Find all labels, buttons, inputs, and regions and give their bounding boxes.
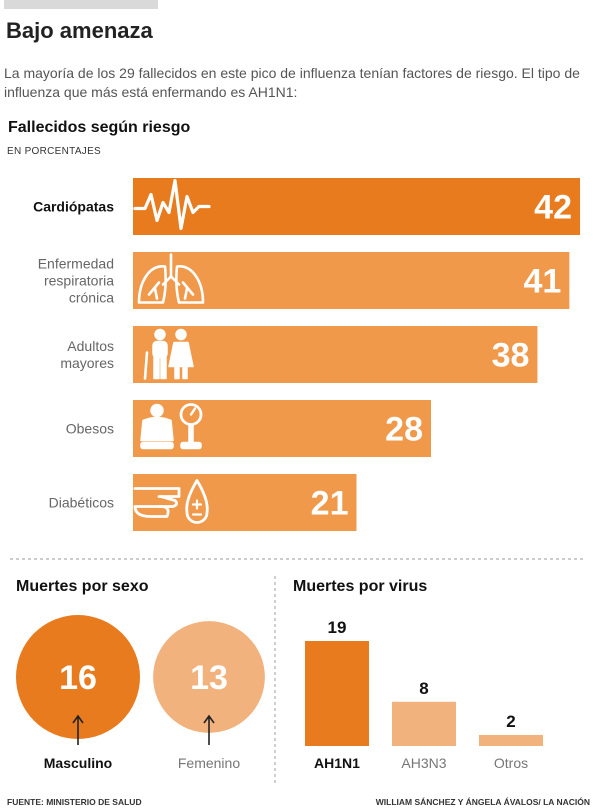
page-title: Bajo amenaza [6,18,153,43]
sex-bubble-masculino: 16 Masculino [16,615,140,771]
lungs-icon [137,253,205,304]
risk-bar-rect [133,474,357,531]
sex-bubble-label: Femenino [178,755,240,771]
virus-bar-chart: 19 AH1N1 8 AH3N3 2 Otros [305,618,543,771]
risk-bar-label: Adultos mayores [60,338,114,371]
intro-text: La mayoría de los 29 fallecidos en este … [4,65,580,100]
scale-icon [140,403,203,450]
risk-bar-value: 41 [524,263,562,301]
risk-bar-chart: 42 Cardiópatas 41 Enfermedad respiratoria cró… [33,178,580,531]
virus-bar-label: AH1N1 [314,755,360,771]
source-note: FUENTE: MINISTERIO DE SALUD [7,797,142,807]
risk-bar-3: 38 Adultos mayores [60,326,538,383]
elderly-couple-icon [143,328,194,380]
sex-bubble-chart: 16 Masculino 13 Femenino [16,615,265,771]
sex-bubble-value: 16 [59,659,97,697]
sex-bubble-circle [16,615,140,739]
sex-bubble-circle [153,621,265,733]
risk-bar-value: 42 [534,189,572,227]
risk-chart-units: EN PORCENTAJES [7,146,102,157]
arrow-up-icon [203,714,215,745]
sex-bubble-label: Masculino [44,755,112,771]
heartbeat-icon [133,178,211,231]
risk-bar-5: 21 Diabéticos [49,474,357,531]
risk-bar-label: Diabéticos [49,495,114,511]
virus-bar-value: 8 [419,679,428,698]
sex-bubble-femenino: 13 Femenino [153,621,265,771]
virus-bar-value: 19 [328,618,347,637]
virus-bar-rect [392,701,456,746]
virus-bar-label: Otros [494,755,528,771]
risk-bar-4: 28 Obesos [66,400,431,457]
risk-bar-value: 38 [492,337,530,375]
credits-note: WILLIAM SÁNCHEZ Y ÁNGELA ÁVALOS/ LA NACI… [375,797,590,807]
risk-bar-label: Cardiópatas [33,199,114,215]
risk-bar-value: 28 [385,411,423,449]
virus-bar-ah3n3: 8 AH3N3 [392,679,456,771]
top-rule [4,0,158,9]
virus-bar-ah1n1: 19 AH1N1 [305,618,369,771]
glucose-test-icon [133,479,209,524]
virus-bar-rect [479,734,543,746]
risk-bar-label: Enfermedad respiratoria crónica [38,256,114,306]
virus-bar-label: AH3N3 [401,755,446,771]
risk-chart-title: Fallecidos según riesgo [8,119,191,136]
risk-bar-label: Obesos [66,421,114,437]
arrow-up-icon [72,714,84,745]
risk-bar-rect [133,326,538,383]
virus-bar-otros: 2 Otros [479,712,543,771]
sex-chart-title: Muertes por sexo [16,578,149,595]
risk-bar-rect [133,252,570,309]
sex-bubble-value: 13 [190,659,228,697]
risk-bar-value: 21 [311,485,349,523]
virus-chart-title: Muertes por virus [293,578,428,595]
risk-bar-1: 42 Cardiópatas [33,178,580,235]
risk-bar-2: 41 Enfermedad respiratoria crónica [38,252,570,309]
virus-bar-rect [305,641,369,746]
virus-bar-value: 2 [506,712,515,731]
